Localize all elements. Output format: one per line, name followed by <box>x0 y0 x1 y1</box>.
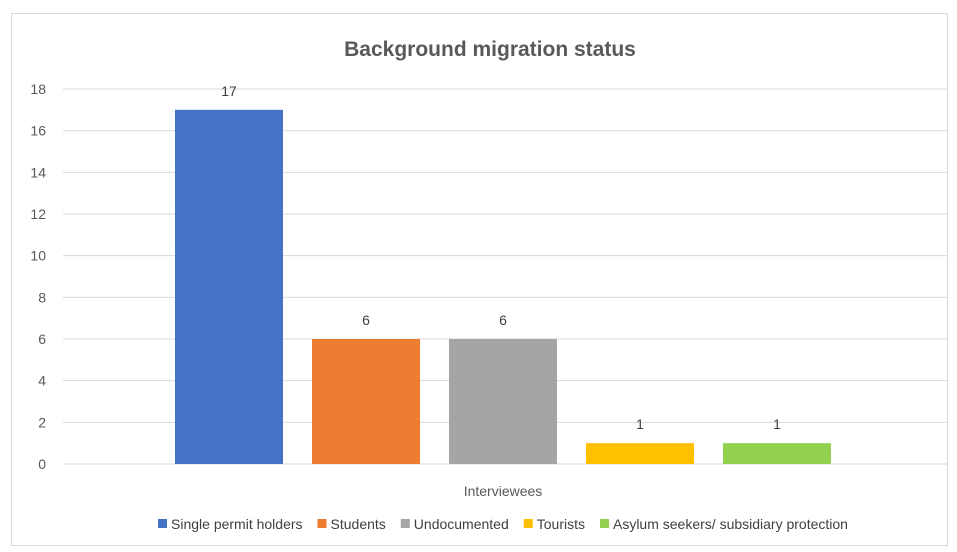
legend-swatch <box>523 519 533 528</box>
data-label: 17 <box>221 83 237 99</box>
legend-label: Undocumented <box>414 516 509 532</box>
legend: Single permit holders Students Undocumente… <box>158 516 848 532</box>
data-label: 6 <box>362 312 370 328</box>
legend-label: Students <box>331 516 386 532</box>
bars <box>175 109 831 464</box>
bar <box>586 443 694 464</box>
y-tick-label: 10 <box>30 248 46 264</box>
bar <box>449 339 557 464</box>
y-tick-label: 8 <box>38 289 46 305</box>
y-tick-label: 14 <box>30 164 46 180</box>
bar <box>723 443 831 464</box>
legend-swatch <box>158 519 168 528</box>
data-label: 6 <box>499 312 507 328</box>
data-label: 1 <box>773 416 781 432</box>
bar <box>312 339 420 464</box>
y-tick-label: 12 <box>30 206 46 222</box>
y-tick-label: 0 <box>38 456 46 472</box>
data-labels: 17 6 6 1 1 <box>221 83 781 432</box>
legend-label: Single permit holders <box>171 516 303 532</box>
legend-label: Asylum seekers/ subsidiary protection <box>613 516 848 532</box>
y-tick-label: 2 <box>38 414 46 430</box>
legend-swatch <box>317 519 327 528</box>
bar <box>175 109 283 464</box>
legend-item: Undocumented <box>400 516 509 532</box>
legend-swatch <box>400 519 410 528</box>
legend-item: Students <box>317 516 386 532</box>
x-category-label: Interviewees <box>464 483 543 499</box>
data-label: 1 <box>636 416 644 432</box>
y-tick-label: 16 <box>30 123 46 139</box>
legend-item: Asylum seekers/ subsidiary protection <box>599 516 848 532</box>
legend-item: Single permit holders <box>158 516 303 532</box>
y-tick-label: 6 <box>38 331 46 347</box>
legend-item: Tourists <box>523 516 585 532</box>
y-tick-label: 18 <box>30 81 46 97</box>
legend-label: Tourists <box>537 516 585 532</box>
y-axis-ticks: 0 2 4 6 8 10 12 14 16 18 <box>30 81 46 472</box>
y-tick-label: 4 <box>38 373 46 389</box>
legend-swatch <box>599 519 609 528</box>
chart-title: Background migration status <box>344 38 636 61</box>
